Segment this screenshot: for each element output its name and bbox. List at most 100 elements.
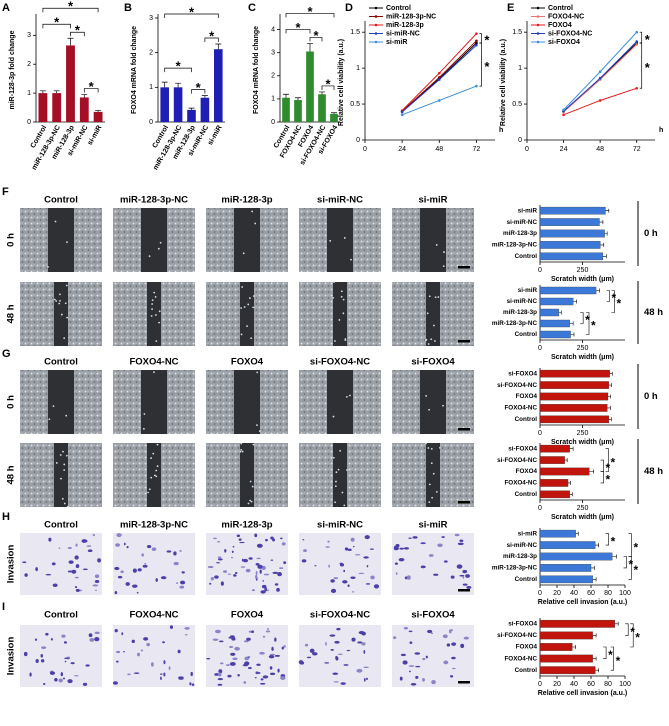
micrograph-cell <box>75 564 80 569</box>
micrograph-cell <box>430 462 433 465</box>
micrograph-cell <box>179 585 185 589</box>
y-tick-label: Control <box>515 253 538 260</box>
micrograph-cell <box>334 340 336 342</box>
micrograph-cell <box>112 681 118 685</box>
x-tick-label: 250 <box>577 267 589 274</box>
micrograph-cell <box>255 570 258 576</box>
y-tick-label: FOXO4 <box>516 393 538 400</box>
micrograph-cell <box>71 569 77 574</box>
micrograph-cell <box>332 456 335 459</box>
bar <box>539 415 609 424</box>
micrograph-cell <box>412 536 418 539</box>
micrograph-cell <box>243 558 249 563</box>
micrograph-cell <box>441 536 445 538</box>
x-tick-label: 0 <box>538 267 542 274</box>
micrograph-cell <box>85 664 90 667</box>
micrograph-cell <box>350 537 355 542</box>
micrograph-cell <box>140 649 144 652</box>
y-tick-label: FOXO4 <box>516 644 538 651</box>
x-tick-label: 80 <box>604 590 612 597</box>
micrograph-cell <box>332 296 335 299</box>
micrograph-cell <box>269 666 273 670</box>
y-tick-label: 3 <box>271 50 275 57</box>
micrograph-cell <box>277 572 282 577</box>
micrograph-cell <box>184 634 188 636</box>
point <box>635 86 639 90</box>
micrograph-cell <box>131 639 135 644</box>
micrograph-cell <box>422 657 426 661</box>
micrograph-cell <box>81 539 88 543</box>
micrograph-cell <box>324 662 330 664</box>
y-tick-label: 1 <box>149 84 153 91</box>
micrograph-cell <box>342 312 345 315</box>
micrograph-cell <box>430 447 433 450</box>
micrograph-cell <box>45 573 52 576</box>
micrograph-cell <box>259 651 265 655</box>
bar <box>539 308 559 317</box>
scale-bar <box>458 681 470 684</box>
panel-letter: G <box>2 348 11 360</box>
micrograph-cell <box>451 656 456 660</box>
error-bar <box>604 231 608 236</box>
micrograph-cell <box>137 568 142 572</box>
micrograph-cell <box>329 634 336 637</box>
y-tick-label: si-miR-NC <box>507 542 538 549</box>
micrograph-cell <box>357 641 363 644</box>
error-bar <box>608 417 612 422</box>
micrograph-gap <box>333 282 347 346</box>
point <box>475 43 478 47</box>
side-label: 48 h <box>644 307 663 318</box>
bar <box>539 564 592 572</box>
micrograph-cell <box>115 660 119 663</box>
legend-marker <box>374 40 378 44</box>
bar <box>38 93 48 122</box>
micrograph-cell <box>443 560 448 563</box>
micrograph <box>392 625 474 687</box>
micrograph-cell <box>399 547 404 550</box>
x-tick-label: 60 <box>587 681 595 688</box>
micrograph-cell <box>255 574 258 579</box>
micrograph <box>299 625 381 687</box>
micrograph-gap <box>54 282 68 346</box>
point <box>437 99 441 102</box>
scale-bar <box>458 266 470 269</box>
micrograph <box>113 533 195 595</box>
significance-label: * <box>645 60 651 75</box>
micrograph-cell <box>115 543 121 547</box>
micrograph-cell <box>337 653 343 655</box>
micrograph-cell <box>181 571 185 574</box>
micrograph-cell <box>408 537 412 539</box>
y-tick-label: si-miR <box>518 287 538 294</box>
micrograph-cell <box>23 651 28 657</box>
micrograph-cell <box>219 640 224 643</box>
scale-bar <box>458 428 470 431</box>
micrograph-cell <box>249 297 251 299</box>
micrograph-cell <box>214 575 219 579</box>
micrograph-cell <box>222 570 228 573</box>
micrograph-cell <box>220 581 224 586</box>
bar <box>539 218 600 226</box>
error-bar <box>175 82 182 88</box>
column-label: si-FOXO4 <box>411 610 455 621</box>
y-tick-label: 0 <box>518 137 522 144</box>
point <box>562 113 565 117</box>
micrograph-cell <box>354 554 361 556</box>
micrograph-cell <box>42 682 46 685</box>
micrograph-cell <box>160 676 162 681</box>
micrograph-cell <box>144 562 147 565</box>
x-axis-label: Relative cell invasion (a.u.) <box>538 690 627 697</box>
micrograph-cell <box>344 339 347 341</box>
scale-bar <box>458 501 470 504</box>
legend-label: si-FOXO4-NC <box>548 30 592 37</box>
error-bar <box>592 577 597 582</box>
bar <box>173 87 183 122</box>
bar <box>52 93 62 122</box>
micrograph-cell <box>369 548 375 550</box>
micrograph-cell <box>428 483 431 486</box>
bar <box>539 541 596 549</box>
micrograph-cell <box>414 652 421 655</box>
micrograph-cell <box>123 651 125 653</box>
significance-bracket <box>285 13 335 18</box>
error-bar <box>201 95 208 98</box>
scale-bar <box>458 589 470 592</box>
